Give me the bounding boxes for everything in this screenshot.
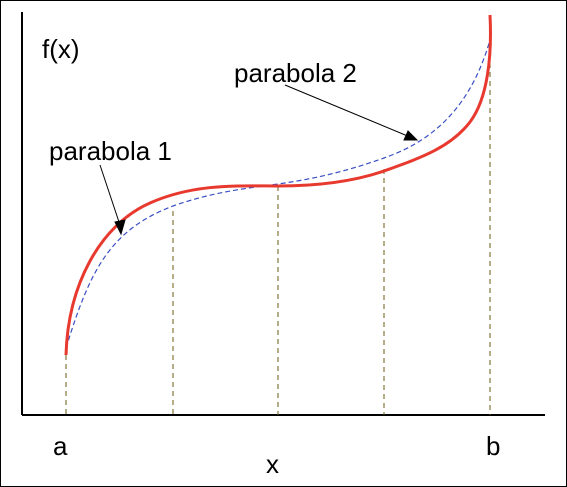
parabola-2-arrow-line [284, 84, 411, 138]
parabola-1-label: parabola 1 [49, 136, 172, 166]
parabola-1-arrow-line [99, 164, 122, 229]
ordinate-lines [65, 18, 491, 415]
b-label: b [486, 431, 500, 461]
parabola-2-arrowhead [403, 130, 419, 141]
y-axis-label: f(x) [42, 34, 80, 64]
a-label: a [53, 431, 68, 461]
parabola-approximation [65, 39, 491, 349]
annotation-arrows [99, 84, 419, 236]
x-axis-label: x [266, 449, 279, 479]
function-curve [64, 14, 492, 356]
parabola-1-arrowhead [114, 219, 126, 236]
parabola-2-label: parabola 2 [234, 58, 357, 88]
